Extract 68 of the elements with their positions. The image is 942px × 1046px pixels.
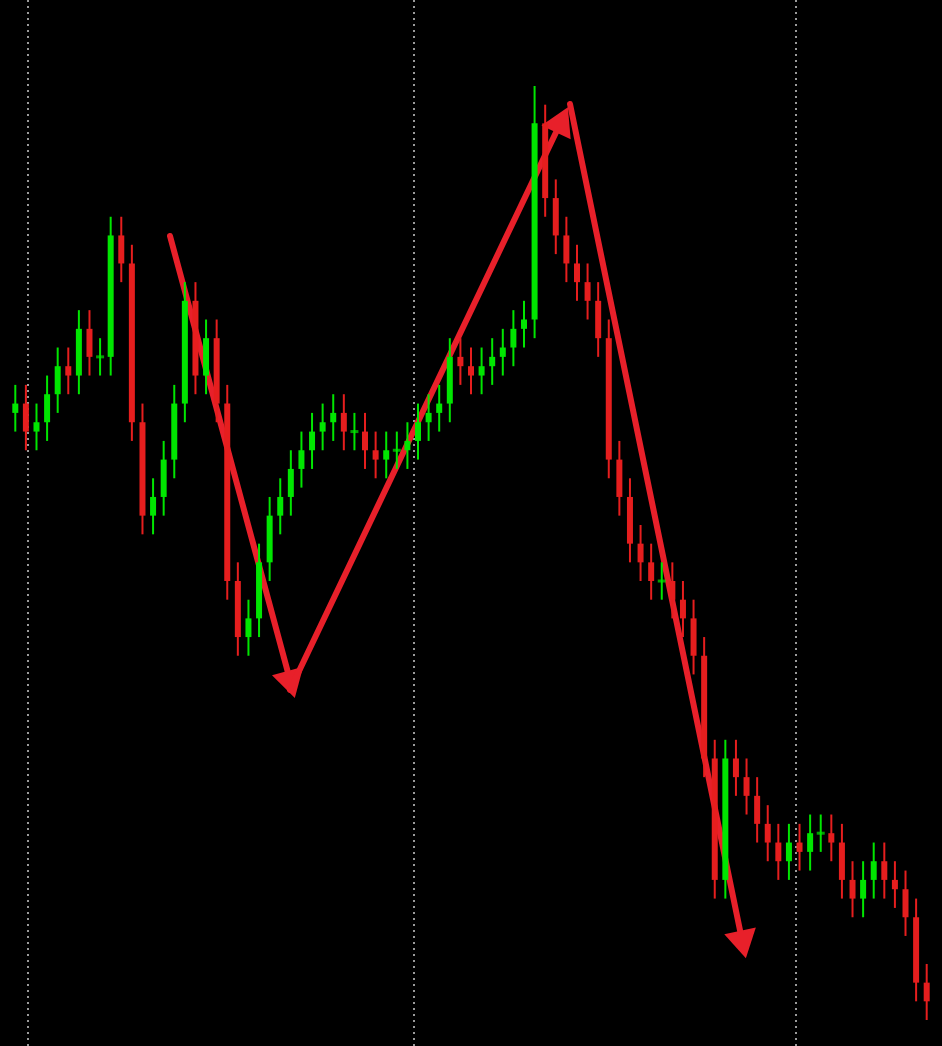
candlestick <box>669 561 676 620</box>
candlestick <box>796 822 803 872</box>
candlestick <box>690 598 697 676</box>
candlestick <box>436 383 443 433</box>
candlestick <box>828 813 835 863</box>
candlestick <box>245 598 252 657</box>
candlestick <box>743 757 750 816</box>
candlestick <box>563 215 570 284</box>
candlestick <box>65 346 72 396</box>
candlestick <box>489 337 496 386</box>
candlestick <box>425 393 432 442</box>
candlestick <box>838 822 845 900</box>
candlestick <box>457 337 464 386</box>
candlestick <box>891 860 898 909</box>
candlestick <box>478 346 485 396</box>
candlestick <box>785 822 792 881</box>
candlestick <box>362 411 369 470</box>
candlestick <box>298 430 305 489</box>
candlestick <box>330 393 337 442</box>
candlestick <box>902 869 909 937</box>
candlestick <box>468 346 474 396</box>
candlestick <box>573 243 580 302</box>
candlestick <box>86 309 93 377</box>
candlestick <box>637 523 644 583</box>
candlestick <box>340 393 347 452</box>
candlestick <box>44 374 51 442</box>
candlestick <box>870 841 877 900</box>
candlestick <box>510 309 517 368</box>
candlestick <box>595 281 602 358</box>
candlestick <box>277 477 284 536</box>
candlestick <box>616 439 623 517</box>
candlestick <box>807 813 814 872</box>
candlestick <box>22 383 29 452</box>
candlestick <box>764 804 771 863</box>
candlestick <box>657 561 666 601</box>
candlestick <box>881 841 888 900</box>
candlestick <box>499 327 506 377</box>
candlestick <box>415 402 422 461</box>
candlestick <box>12 383 19 433</box>
candlestick <box>75 309 82 396</box>
candlestick <box>54 346 61 414</box>
candlestick <box>350 411 359 452</box>
candlestick <box>160 439 167 517</box>
candlestick <box>860 860 867 919</box>
candlestick <box>319 402 326 452</box>
candlestick <box>383 430 390 480</box>
candlestick <box>849 860 856 919</box>
candlestick <box>33 402 40 452</box>
candlestick <box>754 776 761 844</box>
candlestick <box>446 337 453 424</box>
candlestick <box>287 449 294 517</box>
candlestick <box>923 962 930 1021</box>
candlestick <box>648 542 655 601</box>
candlestick <box>266 495 273 583</box>
candlestick <box>203 318 210 396</box>
candlestick <box>118 215 125 284</box>
candlestick <box>626 477 633 564</box>
candlestick <box>679 580 686 639</box>
candlestick <box>584 262 591 321</box>
candlestick <box>775 822 782 881</box>
candlestick <box>309 411 316 470</box>
candlestick <box>816 813 825 853</box>
candlestick <box>552 178 559 256</box>
candlestick <box>96 337 105 377</box>
candlestick <box>520 299 527 349</box>
candlestick <box>372 430 379 480</box>
candlestick <box>732 738 739 797</box>
candlestick <box>150 477 157 536</box>
